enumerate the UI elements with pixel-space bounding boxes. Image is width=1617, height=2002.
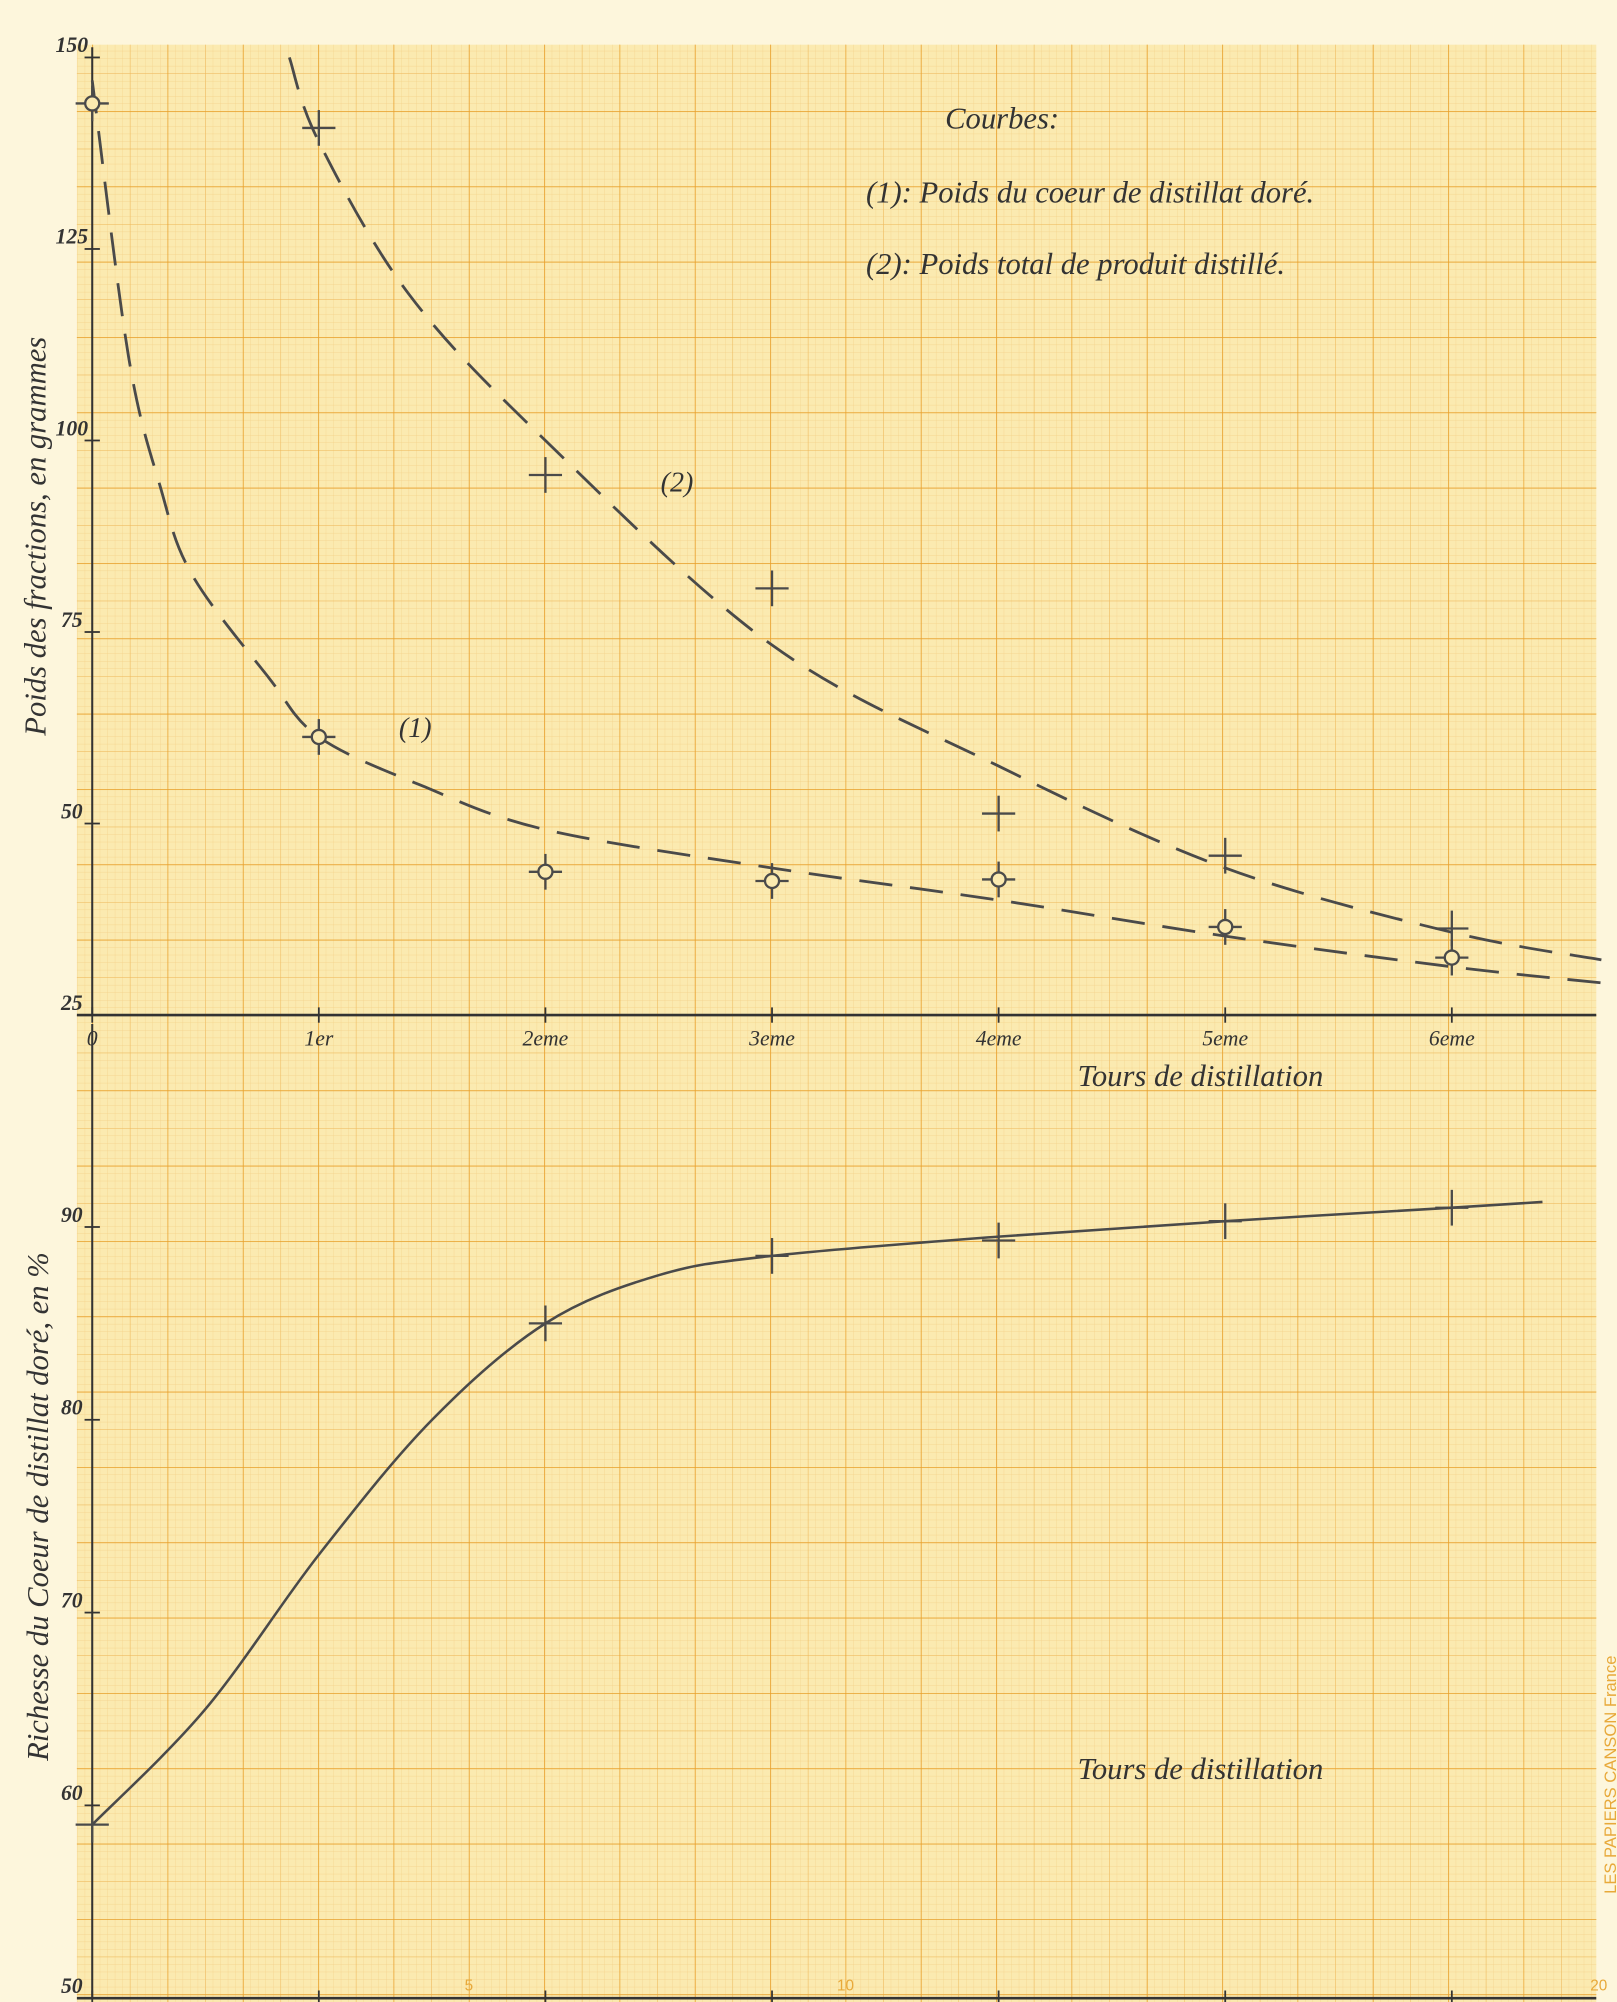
y-tick-label: 25 (60, 991, 83, 1015)
x-axis-label: Tours de distillation (1078, 1059, 1324, 1093)
legend-entry: (2): Poids total de produit distillé. (866, 247, 1285, 281)
y-tick-label: 150 (56, 33, 89, 57)
x-tick-label: 4eme (976, 1027, 1022, 1051)
y-tick-label: 90 (61, 1203, 83, 1227)
y-tick-label: 50 (61, 799, 83, 823)
paper-scale-label: 5 (465, 1978, 474, 1995)
y-axis-label: Poids des fractions, en grammes (19, 337, 53, 737)
x-tick-label: 3eme (748, 1027, 795, 1051)
y-tick-label: 75 (61, 608, 83, 632)
marker-circle (765, 874, 779, 888)
marker-circle (992, 872, 1006, 886)
x-tick-label: 6eme (1429, 1027, 1475, 1051)
marker-circle (1445, 951, 1459, 965)
y-tick-label: 80 (61, 1396, 83, 1420)
y-tick-label: 50 (61, 1974, 83, 1998)
x-axis-label: Tours de distillation (1078, 1752, 1324, 1786)
curve-label: (2) (661, 468, 694, 499)
x-tick-label: 1er (304, 1027, 333, 1051)
curve-label: (1) (399, 713, 432, 744)
paper-scale-label: 20 (1590, 1978, 1607, 1995)
y-tick-label: 125 (56, 225, 89, 249)
marker-circle (85, 96, 99, 110)
paper-scale-label: 10 (837, 1978, 854, 1995)
marker-circle (1218, 920, 1232, 934)
legend-entry: (1): Poids du coeur de distillat doré. (866, 175, 1314, 209)
graph-paper-page: LES PAPIERS CANSON France 5 10 20 25 50 75 100… (0, 0, 1617, 2002)
paper-brand: LES PAPIERS CANSON France (1601, 1656, 1617, 1894)
y-tick-label: 70 (61, 1588, 83, 1612)
marker-circle (312, 730, 326, 744)
y-tick-label: 60 (61, 1781, 83, 1805)
x-tick-label: 2eme (523, 1027, 569, 1051)
marker-circle (538, 865, 552, 879)
grid-cm (77, 45, 1596, 2002)
legend-title: Courbes: (945, 101, 1059, 135)
y-axis-label: Richesse du Coeur de distillat doré, en … (21, 1252, 55, 1762)
y-tick-label: 100 (56, 416, 89, 440)
x-tick-label: 5eme (1202, 1027, 1248, 1051)
